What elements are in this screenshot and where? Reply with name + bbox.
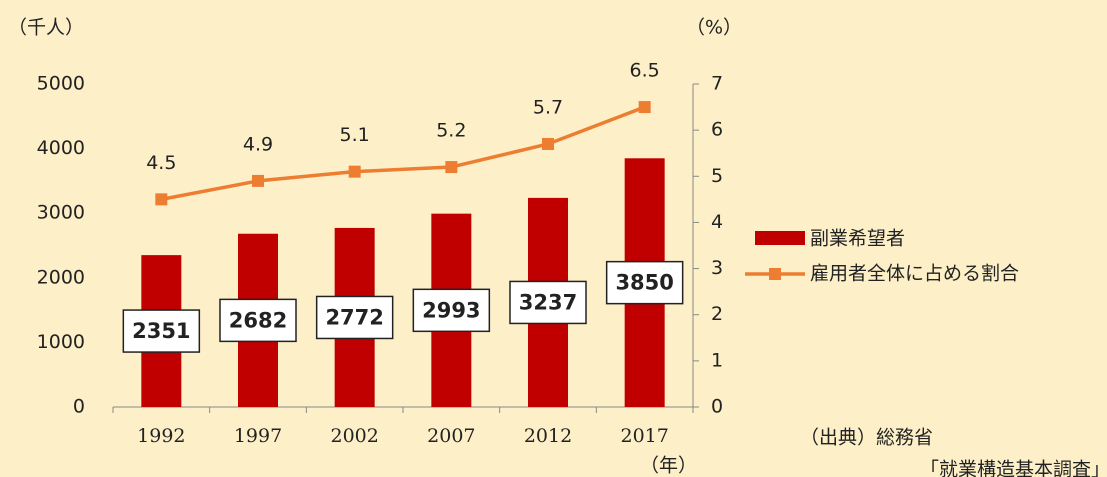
data-label-box <box>315 295 394 340</box>
data-label-box <box>219 298 297 343</box>
line-marker <box>348 165 361 178</box>
y-tick-label: 2000 <box>37 266 85 288</box>
bar-data-label: 2682 <box>229 308 287 332</box>
data-label-box <box>122 309 201 353</box>
line-data-label: 5.7 <box>533 96 563 118</box>
x-tick-label: 2002 <box>330 425 378 447</box>
y-tick-label: 5000 <box>37 73 85 95</box>
x-tick-label: 2007 <box>427 425 475 447</box>
y-tick-label: 4000 <box>37 137 85 159</box>
y2-tick-label: 4 <box>711 211 723 233</box>
line-marker <box>155 193 168 206</box>
line-marker <box>542 137 554 150</box>
bar-data-label: 3850 <box>615 271 673 295</box>
bar-data-label: 2993 <box>422 298 480 322</box>
y-tick-label: 0 <box>73 396 85 418</box>
y-tick-label: 1000 <box>37 331 85 353</box>
line-data-label: 4.9 <box>243 133 273 155</box>
line-data-label: 4.5 <box>146 152 176 174</box>
y2-tick-label: 1 <box>711 349 723 371</box>
data-label-box <box>509 280 587 325</box>
line-data-label: 5.2 <box>436 120 466 142</box>
line-data-label: 5.1 <box>340 124 370 146</box>
y2-tick-label: 7 <box>711 73 723 95</box>
y2-tick-label: 0 <box>711 396 723 418</box>
bar-data-label: 3237 <box>519 290 577 314</box>
line-marker <box>445 161 458 174</box>
bar-data-label: 2351 <box>132 319 190 343</box>
data-label-box <box>412 288 491 333</box>
legend-swatch <box>769 268 781 280</box>
y-axis-label: （千人） <box>8 17 84 39</box>
y2-tick-label: 2 <box>711 303 723 325</box>
x-axis-label: （年） <box>640 455 697 477</box>
y2-tick-label: 6 <box>711 119 723 141</box>
x-tick-label: 1997 <box>234 425 282 447</box>
bar-data-label: 2772 <box>325 305 383 329</box>
line-marker <box>638 101 651 114</box>
legend-swatch <box>755 231 805 245</box>
x-tick-label: 1992 <box>137 425 185 447</box>
line-marker <box>252 174 264 187</box>
y2-tick-label: 3 <box>711 257 723 279</box>
line <box>161 105 646 202</box>
line-data-label: 6.5 <box>630 60 660 82</box>
data-label-box <box>605 260 684 305</box>
source: （出典）総務省 <box>800 427 933 449</box>
y2-tick-label: 5 <box>711 165 723 187</box>
x-tick-label: 2012 <box>524 425 572 447</box>
y-tick-label: 3000 <box>37 202 85 224</box>
legend-label: 雇用者全体に占める割合 <box>810 263 1019 285</box>
source: 「就業構造基本調査」 <box>920 459 1107 477</box>
x-tick-label: 2017 <box>620 425 668 447</box>
legend-label: 副業希望者 <box>810 228 905 250</box>
y2-axis-label: （%） <box>686 17 742 39</box>
